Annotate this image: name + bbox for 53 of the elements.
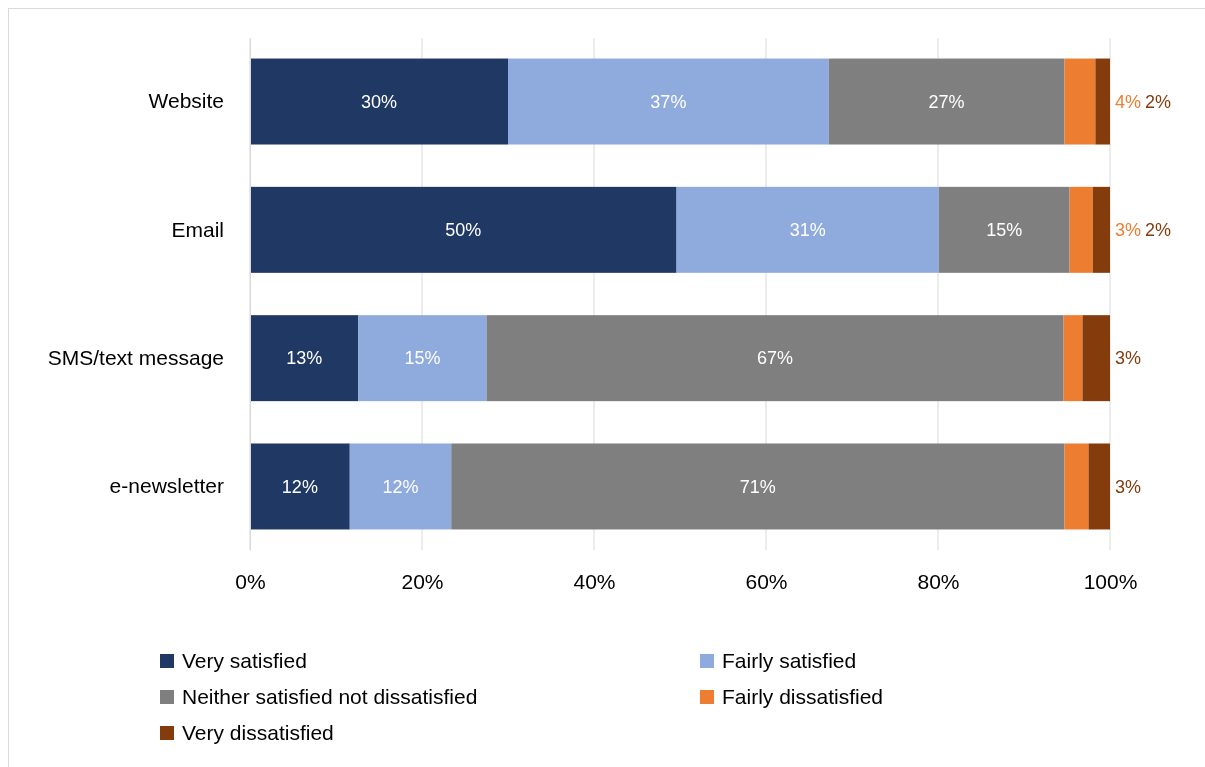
data-label: 13%	[286, 348, 323, 369]
bar	[1069, 186, 1093, 273]
x-tick-label: 80%	[917, 569, 960, 593]
bar	[250, 58, 508, 145]
bar	[451, 443, 1065, 530]
data-label: 2%	[1145, 220, 1172, 241]
data-label: 3%	[1115, 220, 1142, 241]
bar	[1064, 443, 1089, 530]
bar	[250, 443, 350, 530]
bar	[1063, 315, 1083, 402]
data-label: 15%	[404, 348, 441, 369]
data-label: 4%	[1115, 91, 1142, 112]
y-tick-label: Website	[148, 89, 224, 113]
bar	[1088, 443, 1110, 530]
legend-label: Fairly dissatisfied	[722, 685, 884, 709]
data-label: 2%	[1145, 91, 1172, 112]
bar	[250, 186, 677, 273]
data-label: 37%	[650, 91, 687, 112]
x-tick-label: 60%	[745, 569, 788, 593]
data-label: 3%	[1115, 348, 1142, 369]
data-label: 31%	[789, 220, 826, 241]
bar	[828, 58, 1065, 145]
bar	[358, 315, 487, 402]
data-label: 50%	[445, 220, 482, 241]
bar	[349, 443, 452, 530]
legend-label: Very satisfied	[182, 649, 307, 673]
legend-label: Neither satisfied not dissatisfied	[182, 685, 478, 709]
data-label: 67%	[757, 348, 794, 369]
x-tick-label: 20%	[401, 569, 444, 593]
data-label: 71%	[739, 476, 776, 497]
legend-label: Fairly satisfied	[722, 649, 857, 673]
x-tick-label: 40%	[573, 569, 616, 593]
bar	[1095, 58, 1110, 145]
bar	[486, 315, 1064, 402]
data-label: 30%	[360, 91, 398, 112]
bar	[1082, 315, 1110, 402]
x-tick-label: 0%	[235, 569, 266, 593]
y-tick-label: SMS/text message	[47, 345, 224, 369]
data-label: 12%	[281, 476, 318, 497]
bar	[1064, 58, 1096, 145]
data-label: 15%	[986, 220, 1023, 241]
x-tick-label: 100%	[1083, 569, 1138, 593]
data-label: 3%	[1115, 476, 1142, 497]
y-tick-label: e-newsletter	[109, 474, 224, 498]
y-tick-label: Email	[171, 217, 224, 241]
data-label: 12%	[382, 476, 419, 497]
bar	[938, 186, 1070, 273]
bar	[676, 186, 939, 273]
bar	[1092, 186, 1110, 273]
data-label: 27%	[928, 91, 965, 112]
bar	[250, 315, 359, 402]
bar	[508, 58, 829, 145]
legend-label: Very dissatisfied	[182, 721, 334, 745]
